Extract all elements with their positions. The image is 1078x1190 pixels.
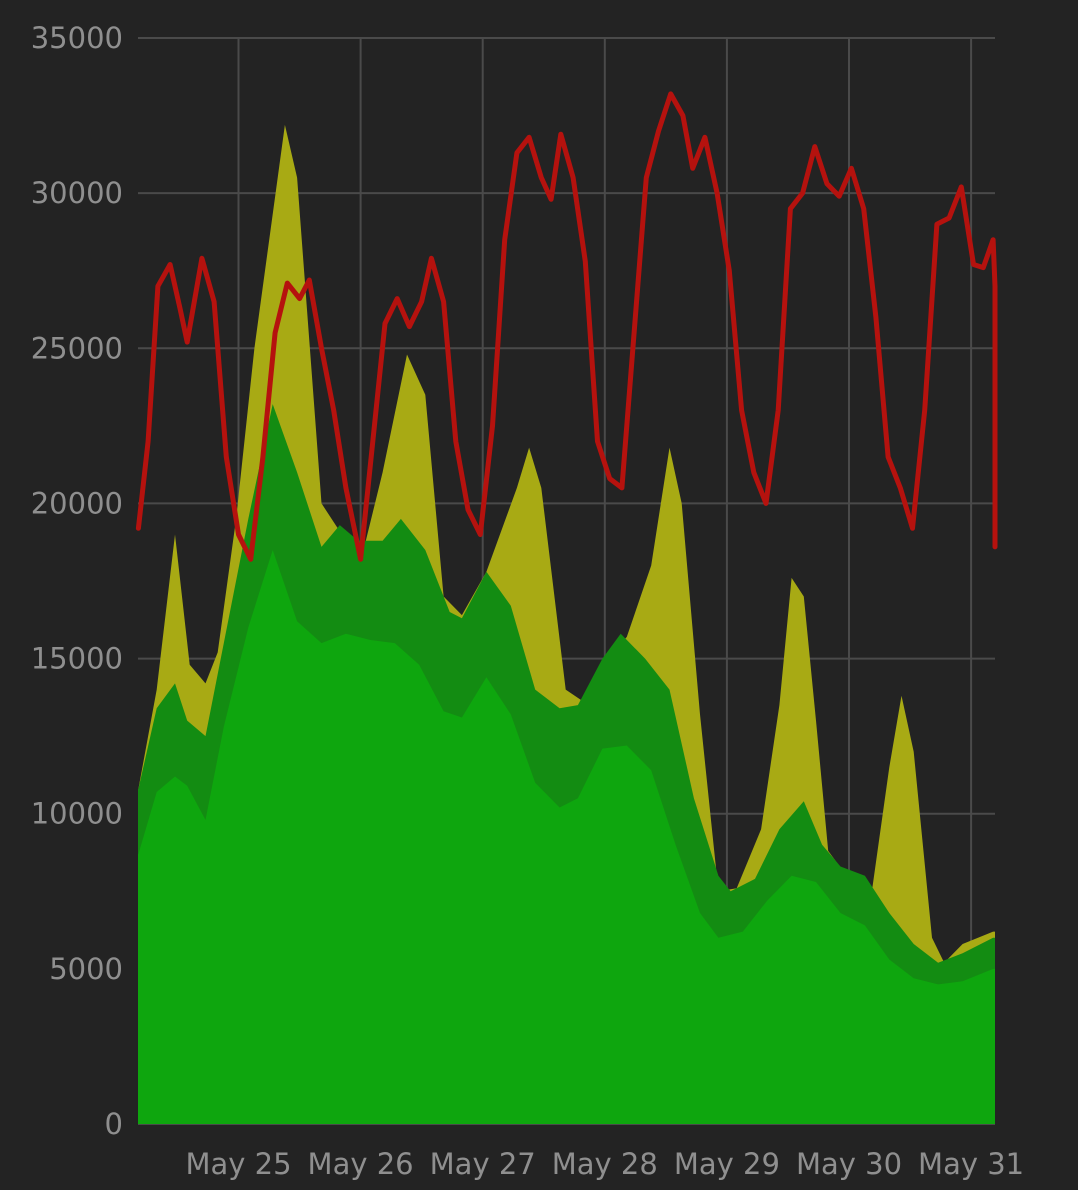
x-tick-label: May 28 bbox=[552, 1147, 658, 1181]
series-layer bbox=[135, 91, 998, 1125]
y-axis-labels: 0 5000 10000 15000 20000 25000 30000 35000 bbox=[31, 21, 123, 1141]
x-tick-label: May 31 bbox=[918, 1147, 1024, 1181]
x-tick-label: May 30 bbox=[796, 1147, 902, 1181]
y-tick-label: 5000 bbox=[49, 952, 123, 986]
y-tick-label: 35000 bbox=[31, 21, 123, 55]
line-series-4 bbox=[135, 91, 998, 562]
x-tick-label: May 27 bbox=[430, 1147, 536, 1181]
x-tick-label: May 29 bbox=[674, 1147, 780, 1181]
y-tick-label: 15000 bbox=[31, 642, 123, 676]
x-axis-labels: May 25 May 26 May 27 May 28 May 29 May 30 May … bbox=[185, 1147, 1024, 1181]
x-tick-label: May 26 bbox=[308, 1147, 414, 1181]
y-tick-label: 0 bbox=[105, 1107, 123, 1141]
x-tick-label: May 25 bbox=[185, 1147, 291, 1181]
area-series-3 bbox=[138, 550, 995, 1124]
y-tick-label: 25000 bbox=[31, 331, 123, 365]
y-tick-label: 20000 bbox=[31, 486, 123, 520]
y-tick-label: 10000 bbox=[31, 797, 123, 831]
y-tick-label: 30000 bbox=[31, 176, 123, 210]
